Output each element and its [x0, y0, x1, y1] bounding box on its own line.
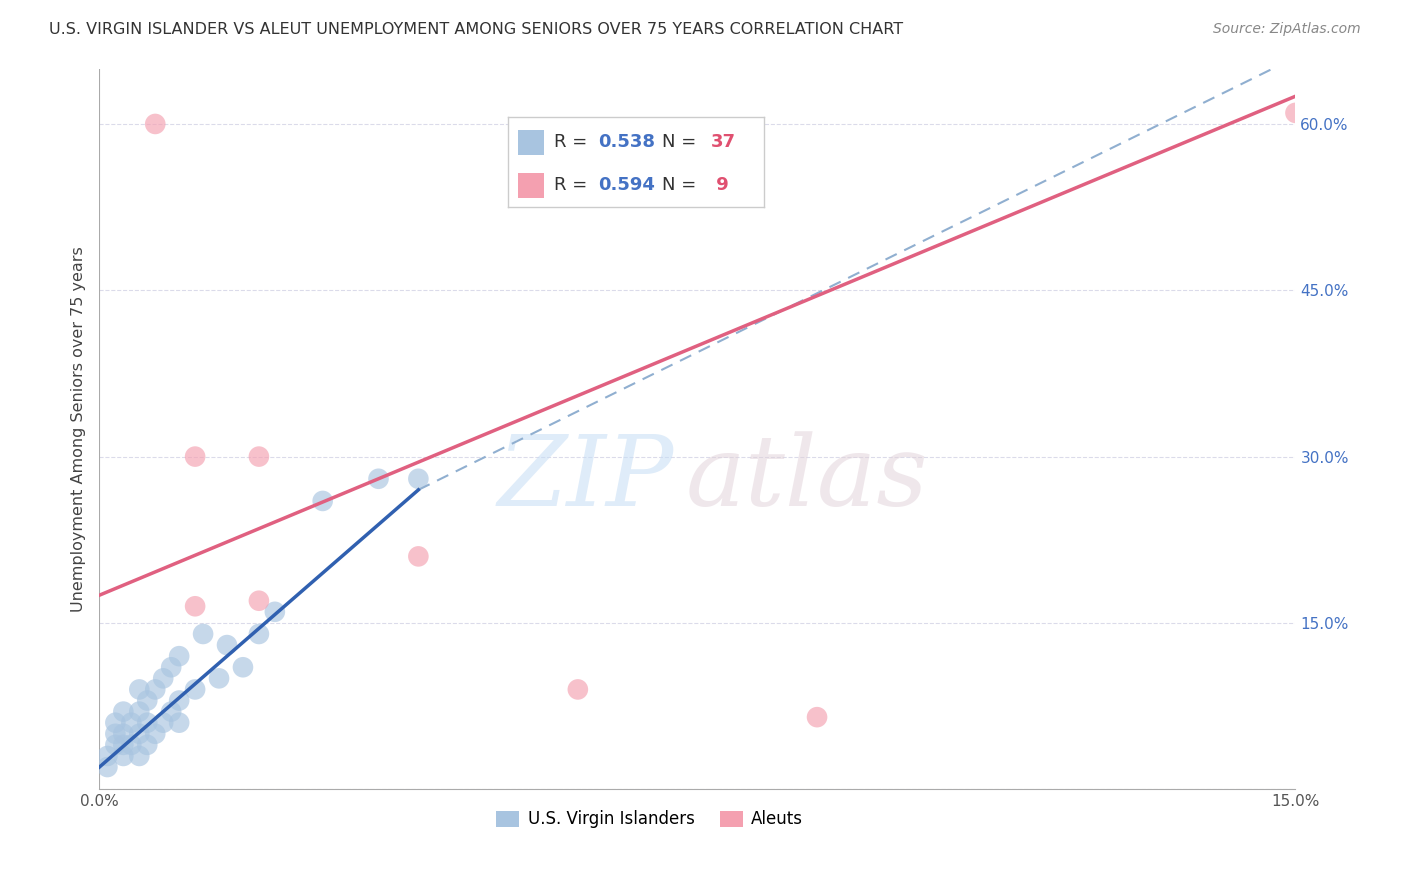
Point — [208, 671, 231, 685]
Text: N =: N = — [662, 133, 702, 152]
Text: U.S. VIRGIN ISLANDER VS ALEUT UNEMPLOYMENT AMONG SENIORS OVER 75 YEARS CORRELATI: U.S. VIRGIN ISLANDER VS ALEUT UNEMPLOYME… — [49, 22, 903, 37]
Point — [112, 748, 135, 763]
Point — [806, 710, 828, 724]
Text: R =: R = — [554, 177, 593, 194]
Point — [136, 715, 159, 730]
Point — [184, 599, 207, 614]
Point — [167, 649, 190, 664]
Point — [128, 727, 150, 741]
Point — [152, 671, 174, 685]
Point — [112, 705, 135, 719]
Point — [247, 450, 270, 464]
Text: N =: N = — [662, 177, 702, 194]
Point — [191, 627, 214, 641]
Point — [152, 715, 174, 730]
Text: Source: ZipAtlas.com: Source: ZipAtlas.com — [1213, 22, 1361, 37]
Point — [128, 705, 150, 719]
FancyBboxPatch shape — [519, 130, 544, 155]
Point — [232, 660, 254, 674]
Text: 0.594: 0.594 — [598, 177, 655, 194]
Point — [143, 682, 166, 697]
Point — [112, 727, 135, 741]
Text: atlas: atlas — [686, 432, 928, 527]
FancyBboxPatch shape — [519, 173, 544, 198]
Point — [128, 682, 150, 697]
Point — [136, 693, 159, 707]
Text: R =: R = — [554, 133, 593, 152]
Legend: U.S. Virgin Islanders, Aleuts: U.S. Virgin Islanders, Aleuts — [489, 804, 810, 835]
Point — [104, 715, 127, 730]
Point — [1284, 106, 1306, 120]
Point — [263, 605, 285, 619]
Point — [247, 627, 270, 641]
Text: ZIP: ZIP — [498, 432, 673, 527]
Point — [120, 715, 142, 730]
Point — [112, 738, 135, 752]
Point — [408, 472, 430, 486]
Point — [96, 748, 118, 763]
Point — [143, 727, 166, 741]
Point — [167, 693, 190, 707]
Point — [567, 682, 589, 697]
Point — [215, 638, 238, 652]
Point — [104, 727, 127, 741]
Point — [184, 682, 207, 697]
Point — [120, 738, 142, 752]
Point — [408, 549, 430, 564]
Text: 0.538: 0.538 — [598, 133, 655, 152]
Text: 37: 37 — [710, 133, 735, 152]
Point — [104, 738, 127, 752]
Y-axis label: Unemployment Among Seniors over 75 years: Unemployment Among Seniors over 75 years — [72, 246, 86, 612]
Point — [312, 494, 335, 508]
Text: 9: 9 — [710, 177, 730, 194]
Point — [247, 593, 270, 607]
Point — [136, 738, 159, 752]
Point — [367, 472, 389, 486]
Point — [143, 117, 166, 131]
Point — [184, 450, 207, 464]
Point — [96, 760, 118, 774]
Point — [160, 660, 183, 674]
Point — [167, 715, 190, 730]
Point — [128, 748, 150, 763]
Point — [160, 705, 183, 719]
